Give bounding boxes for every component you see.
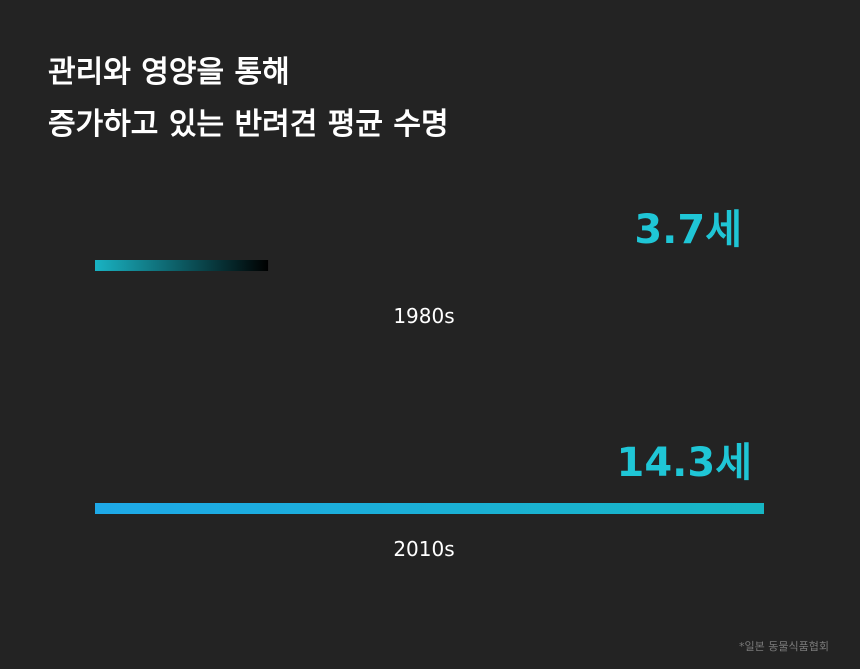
value-label: 3.7세: [634, 207, 742, 253]
category-label: 2010s: [393, 537, 454, 561]
source: *일본 동물식품협회: [739, 639, 829, 653]
value-label: 14.3세: [617, 440, 753, 486]
category-label: 1980s: [393, 304, 454, 328]
chart-title: 증가하고 있는 반려견 평균 수명: [48, 107, 449, 142]
chart-title: 관리와 영양을 통해: [48, 55, 290, 90]
bar: [95, 503, 764, 514]
bar: [95, 260, 269, 271]
